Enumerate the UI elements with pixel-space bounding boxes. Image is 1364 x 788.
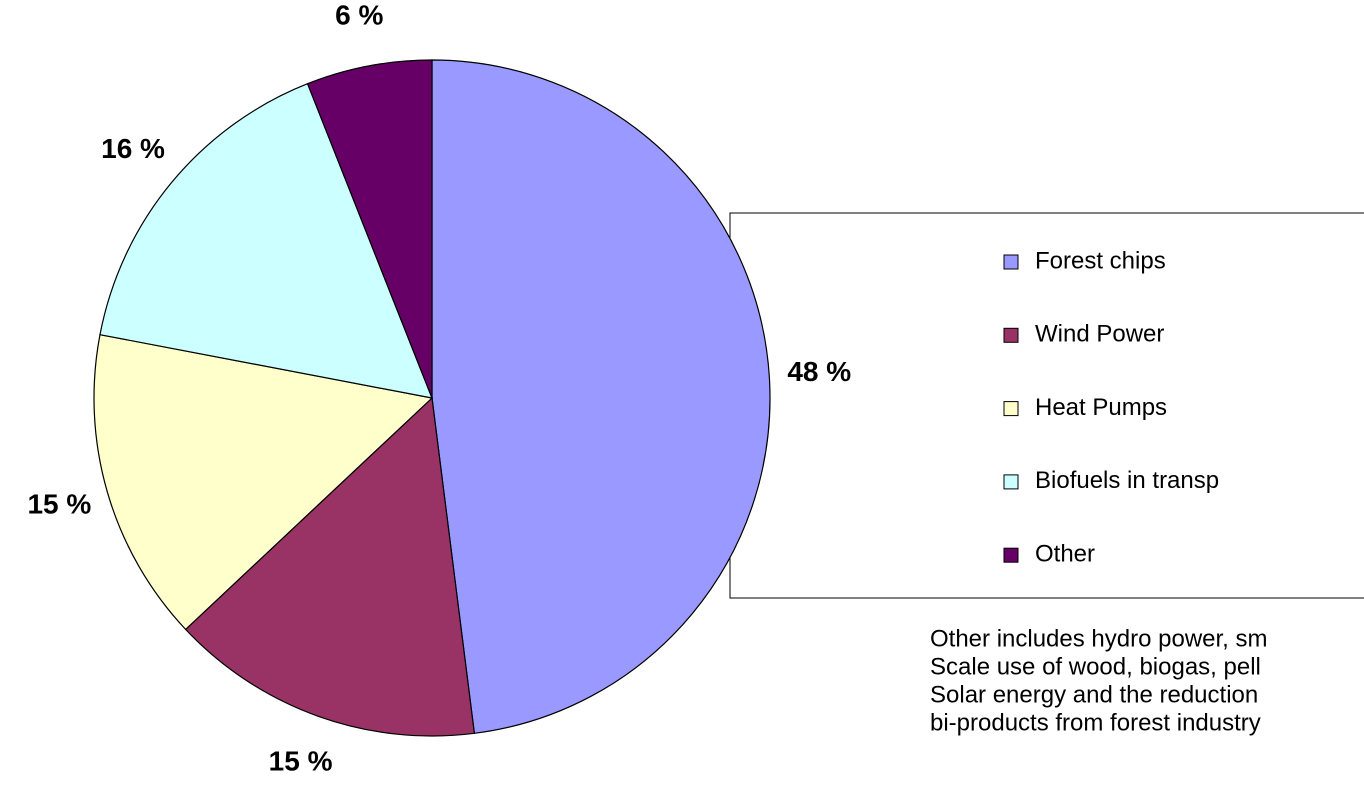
note-line: Other includes hydro power, sm bbox=[930, 625, 1268, 652]
pie-slice bbox=[93, 333, 434, 631]
pie-slice bbox=[306, 59, 433, 399]
legend-label: Wind Power bbox=[1035, 321, 1164, 348]
legend-label: Biofuels in transp bbox=[1035, 467, 1219, 494]
pie-slice bbox=[99, 82, 433, 399]
legend-box bbox=[729, 212, 1364, 599]
legend-label: Forest chips bbox=[1035, 247, 1166, 274]
note-line: Scale use of wood, biogas, pell bbox=[930, 653, 1261, 680]
pie-slice bbox=[431, 59, 771, 735]
legend-swatch bbox=[1003, 327, 1019, 343]
data-label: 48 % bbox=[787, 356, 851, 387]
legend-label: Other bbox=[1035, 541, 1095, 568]
legend-swatch bbox=[1003, 254, 1019, 270]
legend-swatch bbox=[1003, 547, 1019, 563]
legend-label: Heat Pumps bbox=[1035, 394, 1167, 421]
data-label: 6 % bbox=[335, 0, 383, 30]
pie-slice bbox=[184, 396, 476, 737]
data-label: 16 % bbox=[101, 133, 165, 164]
data-label: 15 % bbox=[27, 489, 91, 520]
data-label: 15 % bbox=[269, 745, 333, 776]
note-line: Solar energy and the reduction bbox=[930, 681, 1258, 708]
legend-swatch bbox=[1003, 474, 1019, 490]
note-line: bi-products from forest industry bbox=[930, 709, 1261, 736]
legend-swatch bbox=[1003, 401, 1019, 417]
